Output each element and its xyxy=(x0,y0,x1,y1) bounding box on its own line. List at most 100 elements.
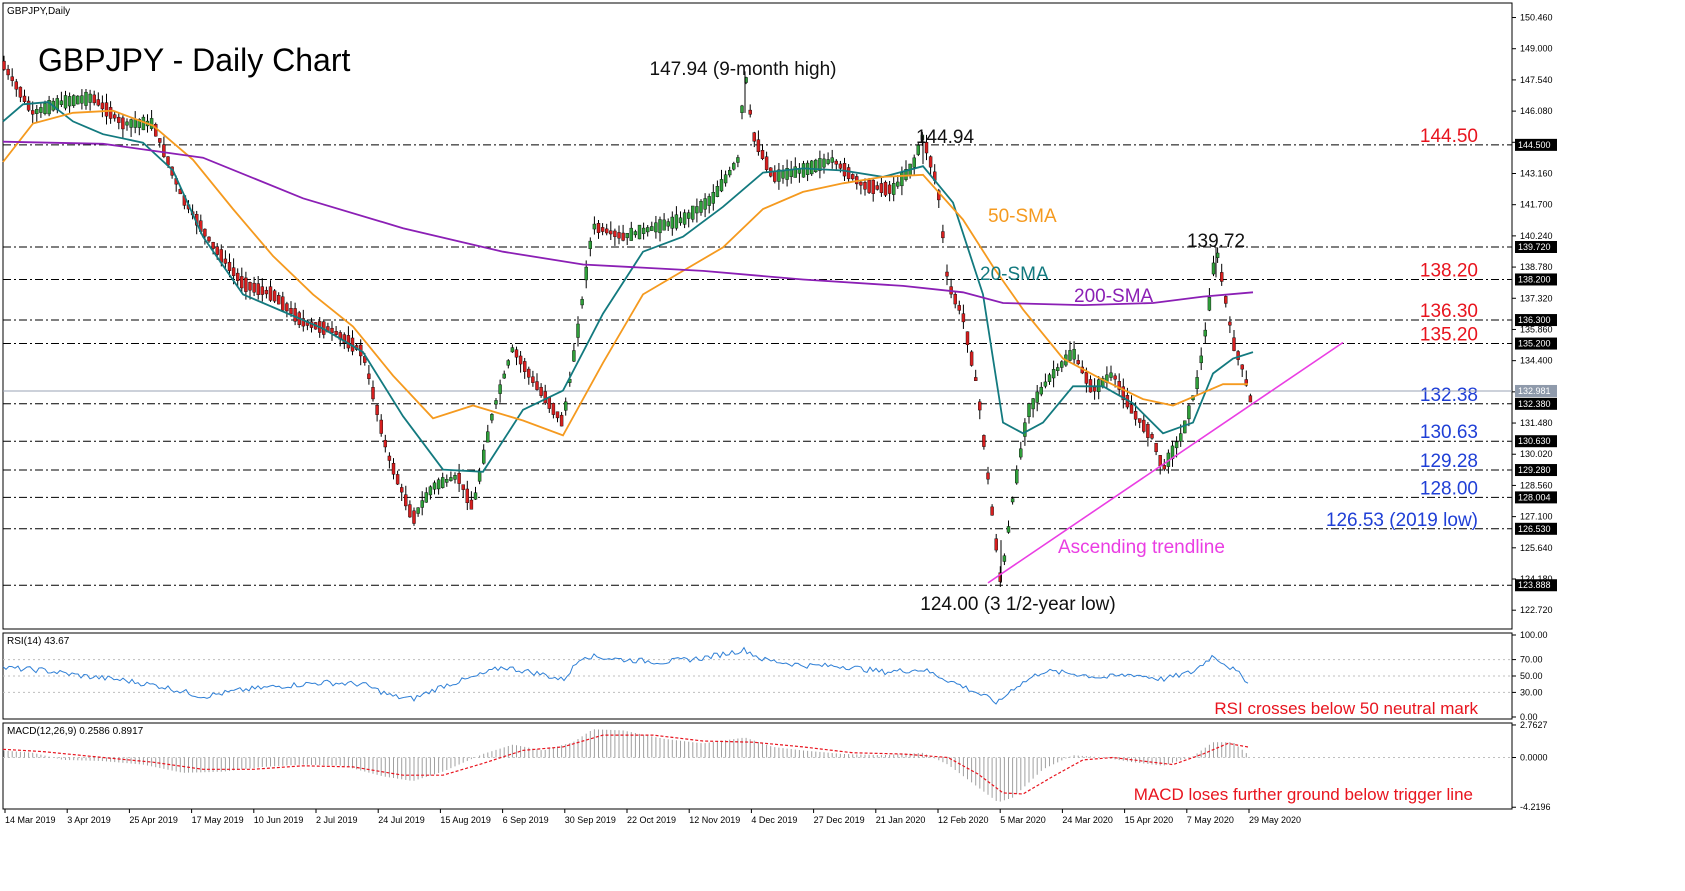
x-tick-label: 4 Dec 2019 xyxy=(751,815,797,825)
annotation-144-94: 144.94 xyxy=(916,127,975,148)
annotation-139-72: 139.72 xyxy=(1187,231,1245,252)
candle-body xyxy=(514,349,519,358)
candle-body xyxy=(502,373,506,379)
candle-body xyxy=(342,334,346,344)
candle-body xyxy=(1207,297,1212,311)
candle-body xyxy=(10,76,14,81)
candle-body xyxy=(953,293,957,305)
rsi-title: RSI(14) 43.67 xyxy=(7,636,70,647)
candle-body xyxy=(1137,418,1142,423)
candle-body xyxy=(1109,372,1113,378)
candle-body xyxy=(838,163,843,169)
level-label: 138.20 xyxy=(1420,260,1478,281)
candle-body xyxy=(268,286,273,301)
candle-body xyxy=(1092,386,1097,392)
candle-body xyxy=(1133,411,1138,420)
level-price-tag-text: 136.300 xyxy=(1518,315,1551,325)
candle-body xyxy=(637,224,642,240)
x-tick-label: 25 Apr 2019 xyxy=(129,815,178,825)
candle-body xyxy=(1150,434,1154,439)
candle-body xyxy=(892,183,896,195)
candle-body xyxy=(609,230,613,235)
candle-body xyxy=(92,94,96,104)
x-tick-label: 27 Dec 2019 xyxy=(814,815,865,825)
candle-body xyxy=(449,477,453,481)
candle-body xyxy=(264,289,269,295)
candle-body xyxy=(818,158,822,171)
candle-body xyxy=(121,117,125,130)
candle-body xyxy=(387,455,392,461)
candle-body xyxy=(723,174,728,184)
candle-body xyxy=(707,196,711,206)
candle-body xyxy=(289,308,293,315)
candle-body xyxy=(1060,361,1064,368)
candle-body xyxy=(605,228,609,234)
candle-body xyxy=(117,116,121,123)
x-tick-label: 15 Apr 2020 xyxy=(1125,815,1174,825)
candle-body xyxy=(1142,419,1146,432)
price-y-tick-label: 141.700 xyxy=(1520,200,1553,210)
candle-body xyxy=(26,100,31,111)
level-price-tag-text: 129.280 xyxy=(1518,465,1551,475)
label-20-sma: 20-SMA xyxy=(980,264,1049,285)
candle-body xyxy=(441,477,445,488)
candle-body xyxy=(842,163,847,177)
moving-averages xyxy=(2,101,1344,584)
level-price-tag xyxy=(1515,522,1557,535)
current-price-tag xyxy=(1515,384,1557,397)
candle-body xyxy=(699,200,703,213)
candle-body xyxy=(498,384,502,394)
candle-body xyxy=(39,107,43,113)
candle-body xyxy=(469,499,474,510)
candle-body xyxy=(1187,405,1191,420)
level-label: 126.53 (2019 low) xyxy=(1326,510,1478,531)
candle-body xyxy=(1248,395,1253,403)
candle-body xyxy=(486,431,490,443)
level-price-tag xyxy=(1515,397,1557,410)
price-y-tick-label: 147.540 xyxy=(1520,75,1553,85)
rsi-indicator xyxy=(2,646,1512,705)
candle-body xyxy=(883,181,888,196)
candle-body xyxy=(1232,337,1236,351)
candle-body xyxy=(1215,252,1220,258)
level-price-tag-text: 144.500 xyxy=(1518,140,1551,150)
macd-annotation: MACD loses further ground below trigger … xyxy=(1134,785,1473,804)
candle-body xyxy=(330,327,334,333)
candle-body xyxy=(1117,381,1121,390)
macd-y-tick-label: -4.2196 xyxy=(1520,802,1551,812)
candle-body xyxy=(162,144,166,157)
candle-body xyxy=(773,171,777,182)
price-y-tick-label: 122.720 xyxy=(1520,605,1553,615)
price-y-tick-label: 128.560 xyxy=(1520,480,1553,490)
candle-body xyxy=(1146,424,1150,438)
candle-body xyxy=(801,163,806,178)
x-tick-label: 2 Jul 2019 xyxy=(316,815,358,825)
macd-indicator xyxy=(2,729,1512,802)
level-label: 128.00 xyxy=(1420,478,1478,499)
candle-body xyxy=(1183,420,1187,434)
candle-body xyxy=(482,449,486,464)
price-panel xyxy=(2,2,1513,630)
candle-body xyxy=(256,283,260,295)
rsi-y-tick-label: 50.00 xyxy=(1520,671,1543,681)
level-price-tag xyxy=(1515,464,1557,477)
x-tick-label: 3 Apr 2019 xyxy=(67,815,111,825)
rsi-line xyxy=(2,646,1249,705)
candle-body xyxy=(523,361,527,372)
candle-body xyxy=(527,368,531,378)
candle-body xyxy=(129,119,133,128)
candle-body xyxy=(887,184,892,194)
candle-body xyxy=(1072,349,1076,360)
candle-body xyxy=(941,231,945,239)
x-tick-label: 12 Feb 2020 xyxy=(938,815,989,825)
candle-body xyxy=(1051,369,1056,379)
candle-body xyxy=(666,221,670,227)
candle-body xyxy=(47,100,51,115)
candle-body xyxy=(924,142,929,154)
candle-body xyxy=(928,156,933,168)
candle-body xyxy=(867,179,871,193)
candle-body xyxy=(1203,329,1208,337)
candle-body xyxy=(863,182,867,190)
candle-body xyxy=(793,166,797,178)
